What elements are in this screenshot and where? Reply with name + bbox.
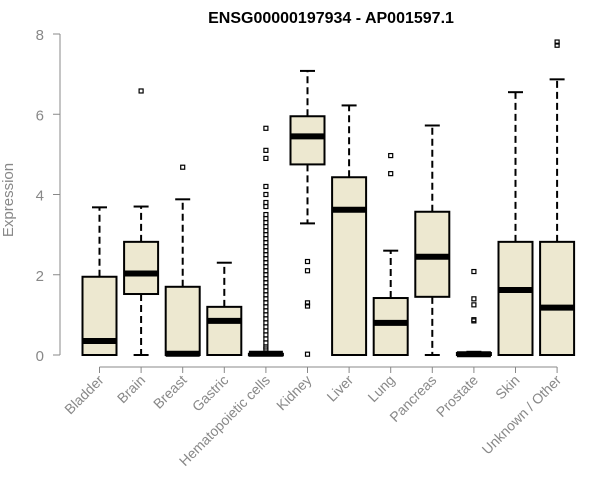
x-tick-label: Lung — [364, 372, 397, 405]
outlier-point — [263, 240, 269, 246]
outlier-point — [180, 164, 186, 170]
outlier-point — [304, 268, 311, 274]
box-bladder — [81, 206, 118, 357]
outlier-point — [263, 232, 269, 238]
outlier-point — [263, 248, 269, 254]
outlier-point — [388, 152, 394, 159]
outlier-point — [263, 155, 269, 161]
box-pancreas — [414, 124, 451, 356]
box-kidney — [289, 69, 326, 357]
outlier-point — [304, 303, 311, 309]
box-liver — [331, 104, 368, 356]
outlier-point — [263, 199, 269, 206]
outlier-point — [263, 312, 269, 318]
outlier-point — [263, 346, 269, 352]
y-tick-label: 4 — [36, 188, 44, 205]
box-iqr — [289, 115, 326, 166]
x-tick-label: Unknown / Other — [479, 372, 565, 458]
outlier-point — [263, 336, 269, 342]
outlier-point — [304, 351, 311, 357]
outlier-point — [263, 203, 269, 210]
x-tick-label: Bladder — [61, 372, 107, 418]
x-tick-label: Prostate — [433, 372, 481, 420]
outlier-point — [304, 300, 311, 306]
y-axis-label: Expression — [0, 163, 17, 237]
x-tick-label: Breast — [150, 372, 190, 412]
box-iqr — [372, 297, 409, 356]
outlier-point — [263, 316, 269, 322]
outlier-point — [554, 39, 560, 45]
outlier-point — [263, 252, 269, 258]
outlier-point — [263, 292, 269, 298]
box-iqr — [206, 305, 243, 357]
x-tick-label: Brain — [114, 372, 148, 406]
x-tick-label: Kidney — [273, 372, 315, 414]
outlier-point — [263, 280, 269, 286]
outlier-point — [263, 147, 269, 153]
y-tick-label: 8 — [36, 27, 44, 44]
outlier-point — [263, 332, 269, 338]
outlier-point — [471, 302, 477, 308]
outlier-point — [263, 183, 269, 190]
outlier-point — [263, 300, 269, 306]
outlier-point — [263, 215, 269, 222]
outlier-point — [263, 296, 269, 302]
x-tick-label: Skin — [492, 372, 523, 403]
outlier-point — [263, 328, 269, 334]
outlier-point — [263, 256, 269, 262]
outlier-point — [263, 272, 269, 278]
outlier-point — [471, 296, 477, 302]
box-gastric — [206, 261, 243, 357]
y-axis: 0 2 4 6 8 — [36, 27, 61, 365]
outlier-point — [138, 88, 144, 94]
box-iqr — [539, 240, 576, 356]
box-prostate — [455, 268, 492, 358]
box-skin — [497, 91, 534, 356]
outlier-point — [263, 211, 269, 218]
outlier-point — [388, 171, 394, 177]
y-tick-label: 6 — [36, 107, 44, 124]
box-breast — [164, 164, 201, 357]
outlier-point — [471, 318, 477, 324]
box-iqr — [123, 240, 160, 296]
outlier-point — [263, 224, 269, 230]
box-series — [81, 39, 576, 358]
outlier-point — [263, 244, 269, 250]
outlier-point — [263, 260, 269, 266]
outlier-point — [263, 308, 269, 314]
box-hematopoietic-cells — [247, 125, 284, 357]
outlier-point — [263, 125, 269, 131]
box-iqr — [497, 240, 534, 356]
y-tick-label: 0 — [36, 348, 44, 365]
outlier-point — [263, 268, 269, 274]
outlier-point — [263, 264, 269, 270]
outlier-point — [263, 324, 269, 330]
chart-title: ENSG00000197934 - AP001597.1 — [208, 10, 454, 27]
x-tick-label: Liver — [323, 372, 356, 405]
outlier-point — [263, 219, 269, 226]
outlier-point — [263, 228, 269, 234]
outlier-point — [471, 268, 477, 275]
box-iqr — [164, 285, 201, 357]
outlier-point — [304, 258, 311, 265]
box-unknown-other — [539, 39, 576, 356]
outlier-point — [263, 236, 269, 242]
outlier-point — [263, 340, 269, 346]
y-tick-label: 2 — [36, 268, 44, 285]
outlier-point — [263, 276, 269, 282]
outlier-point — [263, 288, 269, 294]
box-iqr — [331, 176, 368, 356]
outlier-point — [554, 42, 560, 48]
outlier-point — [263, 320, 269, 326]
outlier-point — [263, 284, 269, 290]
box-brain — [123, 88, 160, 356]
outlier-point — [263, 304, 269, 310]
outlier-point — [263, 191, 269, 198]
outlier-point — [471, 317, 477, 323]
box-lung — [372, 152, 409, 356]
